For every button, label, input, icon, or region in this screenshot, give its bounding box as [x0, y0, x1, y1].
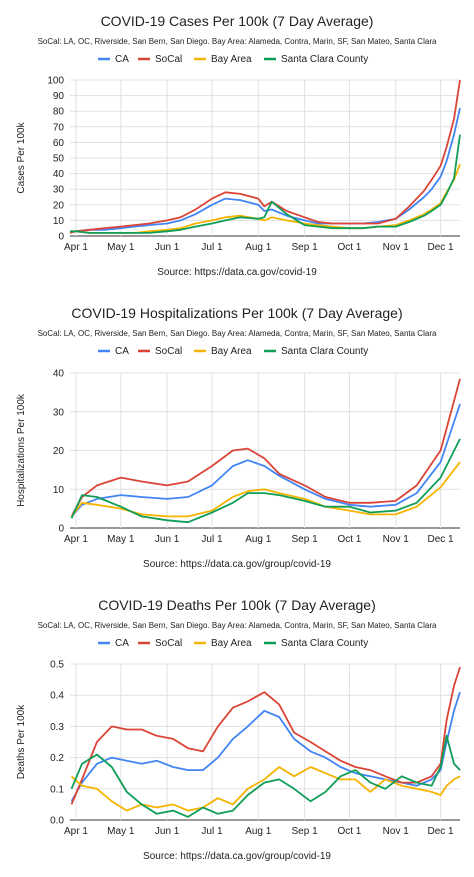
chart-subtitle: SoCal: LA, OC, Riverside, San Bern, San … [38, 37, 437, 46]
y-tick-label: 20 [53, 446, 65, 457]
chart-subtitle: SoCal: LA, OC, Riverside, San Bern, San … [38, 621, 437, 630]
x-tick-label: Aug 1 [245, 826, 272, 837]
legend-label: SoCal [155, 638, 182, 649]
legend-label: CA [115, 54, 129, 65]
legend-label: CA [115, 346, 129, 357]
x-tick-label: Sep 1 [292, 242, 319, 253]
x-tick-label: Sep 1 [292, 534, 319, 545]
legend-label: SoCal [155, 346, 182, 357]
legend-label: Santa Clara County [281, 638, 368, 649]
legend-label: Santa Clara County [281, 54, 368, 65]
chart-legend: CA SoCal Bay Area Santa Clara County [98, 54, 368, 65]
x-tick-label: Apr 1 [64, 242, 88, 253]
x-tick-label: Dec 1 [428, 826, 455, 837]
y-tick-label: 0.2 [50, 753, 64, 764]
x-tick-label: May 1 [107, 826, 135, 837]
series-line-socal [70, 378, 461, 517]
y-tick-label: 70 [53, 122, 65, 133]
chart-subtitle: SoCal: LA, OC, Riverside, San Bern, San … [38, 329, 437, 338]
y-tick-label: 40 [53, 369, 65, 380]
x-tick-label: Oct 1 [337, 242, 361, 253]
y-tick-label: 80 [53, 107, 65, 118]
series-line-santa-clara-county [70, 134, 461, 234]
chart-title: COVID-19 Hospitalizations Per 100k (7 Da… [71, 305, 402, 321]
chart-2: COVID-19 Hospitalizations Per 100k (7 Da… [16, 305, 461, 570]
series-line-ca [69, 107, 461, 234]
legend-label: Bay Area [211, 638, 252, 649]
x-tick-label: Oct 1 [337, 534, 361, 545]
y-axis-label: Cases Per 100k [16, 121, 27, 193]
chart-title: COVID-19 Deaths Per 100k (7 Day Average) [98, 597, 376, 613]
x-tick-label: Jul 1 [201, 826, 223, 837]
y-tick-label: 0 [58, 232, 64, 243]
x-tick-label: Aug 1 [245, 242, 272, 253]
x-tick-label: Jul 1 [201, 242, 223, 253]
x-tick-label: Aug 1 [245, 534, 272, 545]
y-tick-label: 50 [53, 154, 65, 165]
x-tick-label: Jun 1 [155, 534, 180, 545]
y-tick-label: 10 [53, 485, 65, 496]
series-line-santa-clara-county [70, 734, 461, 818]
x-tick-label: Jul 1 [201, 534, 223, 545]
y-tick-label: 30 [53, 407, 65, 418]
series-line-santa-clara-county [70, 438, 461, 524]
x-tick-label: Sep 1 [292, 826, 319, 837]
y-tick-label: 100 [47, 76, 64, 87]
series-line-bay-area [70, 461, 461, 518]
x-tick-label: Nov 1 [383, 242, 410, 253]
x-tick-label: Dec 1 [428, 534, 455, 545]
series-line-socal [70, 666, 461, 805]
y-axis-label: Deaths Per 100k [16, 704, 27, 779]
chart-source: Source: https://data.ca.gov/covid-19 [157, 267, 317, 278]
x-tick-label: Apr 1 [64, 534, 88, 545]
x-tick-label: Jun 1 [155, 242, 180, 253]
y-tick-label: 90 [53, 91, 65, 102]
legend-label: Bay Area [211, 346, 252, 357]
chart-legend: CA SoCal Bay Area Santa Clara County [98, 638, 368, 649]
x-tick-label: Oct 1 [337, 826, 361, 837]
y-tick-label: 0 [58, 524, 64, 535]
y-tick-label: 40 [53, 169, 65, 180]
chart-1: COVID-19 Cases Per 100k (7 Day Average) S… [16, 13, 461, 278]
y-tick-label: 0.4 [50, 691, 64, 702]
legend-label: SoCal [155, 54, 182, 65]
chart-3: COVID-19 Deaths Per 100k (7 Day Average)… [16, 597, 461, 862]
legend-label: Bay Area [211, 54, 252, 65]
y-tick-label: 20 [53, 200, 65, 211]
legend-label: CA [115, 638, 129, 649]
y-tick-label: 0.5 [50, 660, 64, 671]
chart-legend: CA SoCal Bay Area Santa Clara County [98, 346, 368, 357]
chart-source: Source: https://data.ca.gov/group/covid-… [143, 559, 331, 570]
x-tick-label: May 1 [107, 242, 135, 253]
x-tick-label: Nov 1 [383, 534, 410, 545]
series-line-ca [70, 403, 461, 518]
y-tick-label: 0.0 [50, 816, 64, 827]
y-tick-label: 60 [53, 138, 65, 149]
legend-label: Santa Clara County [281, 346, 368, 357]
y-axis-label: Hospitalizations Per 100k [16, 393, 27, 507]
y-tick-label: 0.1 [50, 784, 64, 795]
y-tick-label: 10 [53, 216, 65, 227]
series-line-bay-area [70, 766, 461, 812]
chart-source: Source: https://data.ca.gov/group/covid-… [143, 851, 331, 862]
x-tick-label: Dec 1 [428, 242, 455, 253]
chart-title: COVID-19 Cases Per 100k (7 Day Average) [101, 13, 374, 29]
x-tick-label: Apr 1 [64, 826, 88, 837]
x-tick-label: Nov 1 [383, 826, 410, 837]
x-tick-label: Jun 1 [155, 826, 180, 837]
series-line-bay-area [70, 163, 461, 234]
y-tick-label: 0.3 [50, 722, 64, 733]
y-tick-label: 30 [53, 185, 65, 196]
x-tick-label: May 1 [107, 534, 135, 545]
